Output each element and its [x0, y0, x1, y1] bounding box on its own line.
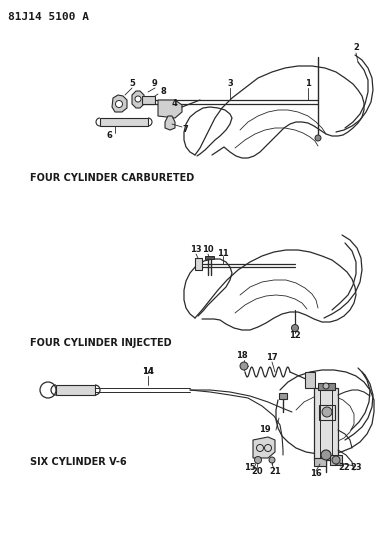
Text: 3: 3: [227, 78, 233, 87]
Text: 11: 11: [217, 248, 229, 257]
Polygon shape: [318, 383, 335, 390]
Circle shape: [135, 96, 141, 102]
Polygon shape: [305, 372, 315, 388]
Text: 4: 4: [172, 99, 178, 108]
Text: 14: 14: [142, 367, 154, 376]
Text: 15: 15: [244, 464, 256, 472]
Polygon shape: [158, 100, 182, 118]
Text: 10: 10: [202, 246, 214, 254]
Circle shape: [321, 450, 331, 460]
Text: 22: 22: [338, 464, 350, 472]
Text: 8: 8: [160, 86, 166, 95]
Text: 7: 7: [182, 125, 188, 134]
Text: 2: 2: [353, 44, 359, 52]
Text: 20: 20: [251, 467, 263, 477]
Circle shape: [315, 135, 321, 141]
Polygon shape: [132, 91, 144, 108]
Text: 16: 16: [310, 470, 322, 479]
Text: 1: 1: [305, 78, 311, 87]
Polygon shape: [142, 96, 155, 104]
Text: 23: 23: [350, 464, 362, 472]
Text: 14: 14: [142, 367, 154, 376]
Circle shape: [323, 383, 329, 389]
Polygon shape: [165, 116, 175, 130]
Circle shape: [269, 457, 275, 463]
Text: 9: 9: [152, 78, 158, 87]
Circle shape: [332, 456, 340, 464]
Polygon shape: [314, 458, 326, 466]
Text: 6: 6: [106, 131, 112, 140]
Circle shape: [115, 101, 122, 108]
Circle shape: [240, 362, 248, 370]
Text: 81J14 5100 A: 81J14 5100 A: [8, 12, 89, 22]
Text: 12: 12: [289, 332, 301, 341]
Polygon shape: [56, 385, 95, 395]
Polygon shape: [100, 118, 148, 126]
Circle shape: [255, 456, 262, 464]
Polygon shape: [330, 455, 342, 465]
Text: FOUR CYLINDER CARBURETED: FOUR CYLINDER CARBURETED: [30, 173, 194, 183]
Polygon shape: [314, 388, 338, 460]
Polygon shape: [205, 256, 214, 259]
Circle shape: [322, 407, 332, 417]
Text: 17: 17: [266, 353, 278, 362]
Text: 19: 19: [259, 425, 271, 434]
Text: 13: 13: [190, 246, 202, 254]
Polygon shape: [112, 95, 127, 112]
Polygon shape: [279, 393, 287, 399]
Text: 21: 21: [269, 467, 281, 477]
Polygon shape: [195, 258, 202, 270]
Text: SIX CYLINDER V-6: SIX CYLINDER V-6: [30, 457, 127, 467]
Text: FOUR CYLINDER INJECTED: FOUR CYLINDER INJECTED: [30, 338, 172, 348]
Circle shape: [291, 325, 298, 332]
Text: 18: 18: [236, 351, 248, 360]
Polygon shape: [253, 437, 275, 458]
Text: 5: 5: [129, 78, 135, 87]
